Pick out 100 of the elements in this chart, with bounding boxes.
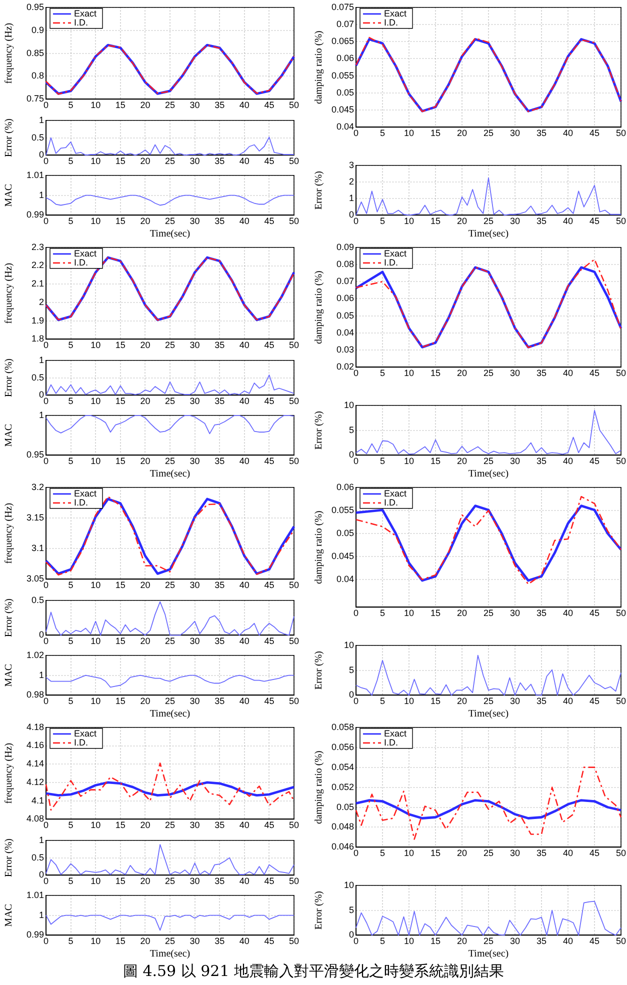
x-tick-label: 45 — [264, 820, 274, 830]
x-tick-label: 25 — [164, 456, 176, 466]
x-tick-label: 10 — [90, 636, 101, 646]
y-tick-label: 0.5 — [31, 852, 44, 862]
x-tick-label: 50 — [616, 216, 626, 226]
x-tick-label: 20 — [456, 608, 468, 618]
x-tick-label: 35 — [536, 368, 547, 378]
x-tick-label: 50 — [288, 100, 299, 110]
x-tick-label: 45 — [264, 156, 274, 166]
x-tick-label: 5 — [68, 100, 74, 110]
x-tick-label: 35 — [214, 156, 225, 166]
x-tick-label: 20 — [140, 340, 150, 350]
x-tick-label: 30 — [510, 456, 520, 466]
x-tick-label: 50 — [616, 936, 626, 946]
y-tick-label: 0.5 — [31, 132, 44, 142]
x-tick-label: 40 — [562, 368, 574, 378]
y-tick-label: 0.5 — [31, 372, 44, 382]
y-tick-label: 4.18 — [26, 722, 44, 732]
y-tick-label: 0.048 — [331, 822, 354, 832]
x-tick-label: 25 — [483, 608, 494, 618]
x-tick-label: 20 — [140, 456, 150, 466]
x-tick-label: 10 — [90, 580, 101, 590]
x-tick-label: 40 — [239, 636, 250, 646]
x-tick-label: 10 — [90, 100, 101, 110]
y-tick-label: 0.06 — [336, 482, 354, 492]
y-axis-title: Error (%) — [4, 118, 15, 158]
x-tick-label: 20 — [140, 396, 150, 406]
x-tick-label: 5 — [68, 156, 74, 166]
legend-label: Exact — [74, 488, 98, 498]
y-tick-label: 0.75 — [26, 94, 44, 104]
x-tick-label: 10 — [404, 368, 414, 378]
x-tick-label: 5 — [380, 848, 386, 858]
x-tick-label: 20 — [456, 936, 468, 946]
y-tick-label: 0.95 — [26, 450, 44, 460]
x-tick-label: 40 — [562, 216, 574, 226]
x-tick-label: 50 — [288, 216, 299, 226]
y-tick-label: 3.1 — [31, 543, 44, 554]
x-tick-label: 5 — [68, 216, 74, 226]
y-tick-label: 4.08 — [26, 814, 44, 824]
x-tick-label: 40 — [239, 156, 250, 166]
x-tick-label: 50 — [288, 156, 299, 166]
x-tick-label: 50 — [616, 128, 626, 138]
x-tick-label: 25 — [164, 580, 176, 590]
x-tick-label: 45 — [589, 368, 600, 378]
y-tick-label: 0.08 — [336, 259, 354, 269]
y-tick-label: 0.05 — [336, 802, 354, 812]
x-tick-label: 30 — [190, 156, 200, 166]
x-tick-label: 25 — [483, 848, 494, 858]
x-tick-label: 15 — [115, 696, 126, 706]
x-tick-label: 35 — [214, 936, 225, 946]
x-tick-label: 40 — [239, 100, 250, 110]
x-tick-label: 35 — [536, 696, 547, 706]
y-tick-label: 2.3 — [31, 242, 44, 252]
y-axis-title: MAC — [4, 664, 15, 687]
x-tick-label: 20 — [140, 876, 150, 886]
y-tick-label: 0.5 — [31, 594, 44, 605]
x-tick-label: 5 — [380, 936, 386, 946]
x-tick-label: 30 — [190, 580, 200, 590]
x-tick-label: 15 — [430, 368, 441, 378]
x-tick-label: 35 — [214, 456, 225, 466]
x-tick-label: 25 — [164, 696, 176, 706]
x-tick-label: 25 — [483, 456, 494, 466]
x-tick-label: 35 — [214, 636, 225, 646]
x-tick-label: 5 — [68, 396, 74, 406]
y-tick-label: 5 — [348, 424, 354, 435]
x-tick-label: 45 — [264, 876, 274, 886]
y-tick-label: 3.05 — [26, 574, 44, 584]
x-tick-label: 10 — [90, 456, 101, 466]
x-tick-label: 15 — [115, 936, 126, 946]
y-tick-label: 0.99 — [26, 930, 44, 940]
x-tick-label: 30 — [510, 368, 520, 378]
y-tick-label: 1.01 — [26, 170, 44, 180]
x-tick-label: 35 — [536, 456, 547, 466]
x-tick-label: 15 — [115, 456, 126, 466]
x-tick-label: 30 — [510, 936, 520, 946]
x-tick-label: 45 — [264, 216, 274, 226]
x-tick-label: 30 — [510, 216, 520, 226]
legend-label: I.D. — [384, 497, 398, 508]
y-tick-label: 0.07 — [336, 276, 354, 286]
x-tick-label: 10 — [404, 848, 414, 858]
x-tick-label: 30 — [190, 216, 200, 226]
x-tick-label: 10 — [404, 936, 414, 946]
y-axis-title: MAC — [4, 904, 15, 927]
y-tick-label: 0.07 — [336, 19, 354, 29]
x-tick-label: 50 — [616, 608, 626, 618]
x-tick-label: 35 — [536, 128, 547, 138]
x-tick-label: 5 — [68, 456, 74, 466]
x-tick-label: 50 — [616, 456, 626, 466]
x-tick-label: 5 — [380, 456, 386, 466]
x-tick-label: 15 — [115, 340, 126, 350]
x-tick-label: 25 — [164, 876, 176, 886]
y-tick-label: 0.054 — [331, 762, 354, 772]
y-tick-label: 0 — [38, 870, 44, 880]
y-tick-label: 1.9 — [31, 315, 44, 326]
y-tick-label: 0.056 — [331, 742, 354, 752]
x-tick-label: 45 — [589, 456, 600, 466]
y-tick-label: 0.04 — [336, 574, 354, 584]
x-tick-label: 50 — [288, 456, 299, 466]
x-tick-label: 15 — [115, 636, 126, 646]
y-tick-label: 0.04 — [336, 122, 354, 132]
